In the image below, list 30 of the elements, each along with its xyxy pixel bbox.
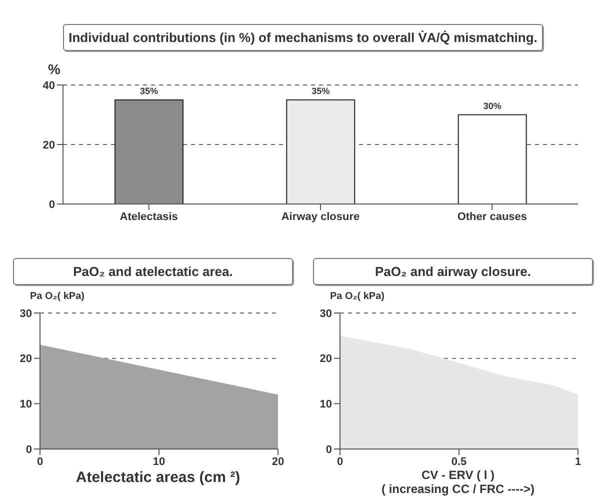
data-label: 30%	[483, 100, 502, 111]
y-tick-label: 10	[320, 398, 332, 411]
x-tick-label: Airway closure	[281, 210, 360, 223]
x-tick-label: Other causes	[457, 210, 528, 223]
y-tick-label: 0	[326, 444, 332, 456]
x-tick-label: 1	[574, 456, 582, 468]
y-axis-title: Pa O₂( kPa)	[30, 291, 84, 302]
x-tick-label: 0	[336, 456, 344, 468]
x-axis-title: CV - ERV ( l ) ( increasing CC / FRC ---->)	[380, 468, 536, 496]
y-tick-label: 30	[320, 308, 332, 320]
x-tick-label: 10	[152, 456, 166, 468]
y-tick-label: 10	[20, 398, 32, 411]
x-tick-label: Atelectasis	[120, 210, 178, 223]
y-tick-label: 30	[20, 308, 32, 320]
chart-title: PaO₂ and atelectatic area.	[13, 258, 293, 285]
y-tick-label: 0	[48, 198, 55, 211]
y-tick-label: 20	[42, 139, 55, 152]
y-tick-label: 20	[320, 353, 332, 366]
x-tick-label: 0.5	[451, 456, 467, 468]
x-tick-label: 20	[272, 456, 284, 468]
x-axis-title: Atelectatic areas (cm ²)	[74, 469, 242, 486]
y-tick-label: 20	[20, 353, 32, 366]
y-axis-title: %	[48, 61, 60, 77]
chart-title: PaO₂ and airway closure.	[313, 258, 593, 285]
y-tick-label: 40	[42, 80, 55, 92]
data-label: 35%	[140, 86, 158, 96]
data-label: 35%	[312, 86, 330, 96]
chart-title: Individual contributions (in %) of mechanisms to overall V̇A/Q̇ mismatching.	[63, 24, 543, 51]
y-tick-label: 0	[26, 444, 32, 456]
y-axis-title: Pa O₂( kPa)	[330, 291, 384, 302]
